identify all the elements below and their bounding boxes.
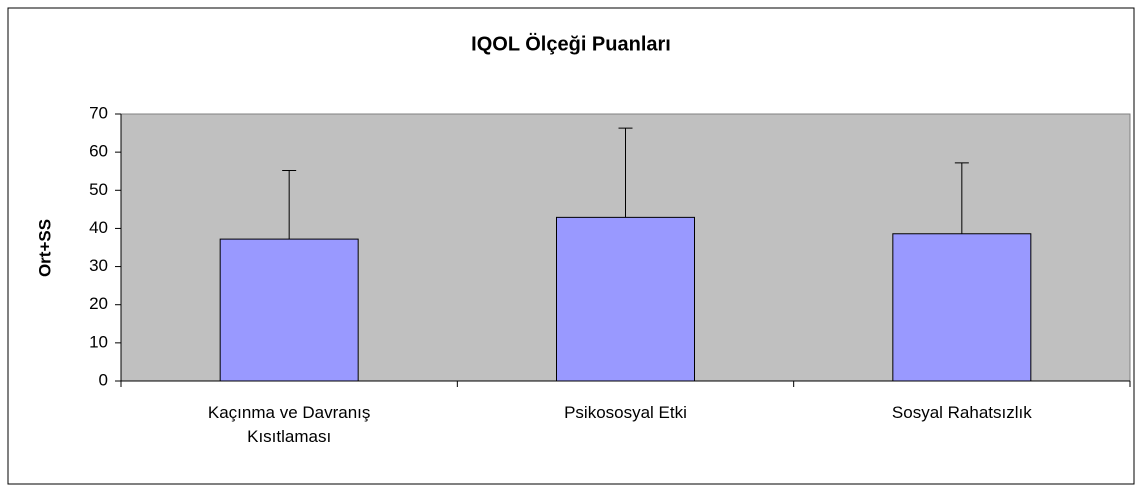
x-tick-label: Sosyal Rahatsızlık <box>891 403 1032 422</box>
y-tick-label: 30 <box>89 256 108 275</box>
y-tick-label: 50 <box>89 180 108 199</box>
bar <box>892 233 1032 382</box>
y-tick-label: 0 <box>99 370 108 389</box>
x-tick-label: Psikososyal Etki <box>564 403 687 422</box>
y-axis-label: Ort+SS <box>35 219 54 277</box>
error-bar <box>618 127 633 218</box>
error-bar <box>954 162 969 234</box>
chart-title: IQOL Ölçeği Puanları <box>471 32 671 55</box>
x-tick-label: Kaçınma ve Davranış Kısıtlaması <box>207 403 371 446</box>
y-tick-label: 60 <box>89 142 108 161</box>
y-tick-label: 20 <box>89 294 108 313</box>
error-bar <box>282 169 297 240</box>
bar <box>556 216 695 382</box>
y-tick-label: 40 <box>89 218 108 237</box>
y-tick-label: 70 <box>89 103 108 122</box>
y-tick-label: 10 <box>89 332 108 351</box>
bar <box>219 238 359 382</box>
